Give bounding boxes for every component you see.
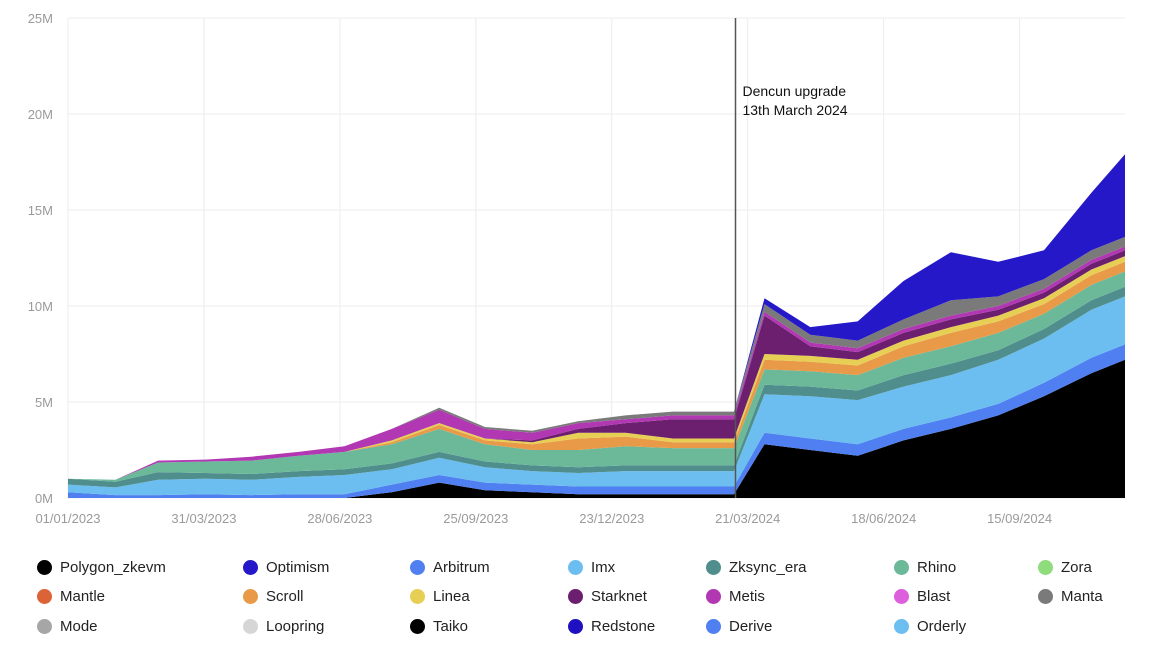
legend-swatch-icon <box>410 560 425 575</box>
legend: Polygon_zkevm Optimism Arbitrum Imx Zksync_e… <box>0 553 1153 653</box>
legend-item-polygon-zkevm[interactable]: Polygon_zkevm <box>37 559 166 576</box>
x-tick-label: 23/12/2023 <box>579 511 644 526</box>
legend-label: Mantle <box>60 588 106 605</box>
legend-label: Orderly <box>917 618 967 635</box>
legend-item-derive[interactable]: Derive <box>706 618 772 635</box>
legend-swatch-icon <box>568 619 583 634</box>
legend-label: Imx <box>591 559 616 576</box>
legend-swatch-icon <box>894 619 909 634</box>
x-tick-label: 15/09/2024 <box>987 511 1052 526</box>
x-tick-label: 18/06/2024 <box>851 511 916 526</box>
x-tick-label: 28/06/2023 <box>307 511 372 526</box>
x-axis-ticks: 01/01/2023 31/03/2023 28/06/2023 25/09/2023… <box>35 511 1052 526</box>
legend-label: Blast <box>917 588 951 605</box>
legend-item-zksync-era[interactable]: Zksync_era <box>706 559 807 576</box>
legend-label: Linea <box>433 588 470 605</box>
legend-label: Rhino <box>917 559 957 576</box>
x-tick-label: 25/09/2023 <box>443 511 508 526</box>
area-linea <box>68 256 1125 480</box>
dencun-annotation: Dencun upgrade 13th March 2024 <box>734 18 848 498</box>
area-polygon-zkevm <box>68 359 1125 498</box>
legend-item-metis[interactable]: Metis <box>706 588 765 605</box>
legend-item-manta[interactable]: Manta <box>1038 588 1103 605</box>
y-axis-ticks: 0M 5M 10M 15M 20M 25M <box>28 11 53 506</box>
legend-item-imx[interactable]: Imx <box>568 559 615 576</box>
legend-swatch-icon <box>243 560 258 575</box>
legend-label: Optimism <box>266 559 330 576</box>
legend-item-blast[interactable]: Blast <box>894 588 950 605</box>
area-imx <box>68 296 1125 496</box>
legend-item-arbitrum[interactable]: Arbitrum <box>410 559 490 576</box>
y-tick-label: 0M <box>35 491 53 506</box>
legend-item-loopring[interactable]: Loopring <box>243 618 324 635</box>
y-tick-label: 10M <box>28 299 53 314</box>
x-tick-label: 21/03/2024 <box>715 511 780 526</box>
legend-swatch-icon <box>1038 560 1053 575</box>
legend-label: Metis <box>729 588 765 605</box>
legend-swatch-icon <box>37 619 52 634</box>
y-tick-label: 20M <box>28 107 53 122</box>
legend-swatch-icon <box>37 560 52 575</box>
series-areas <box>68 154 1125 498</box>
legend-label: Arbitrum <box>433 559 490 576</box>
x-tick-label: 01/01/2023 <box>35 511 100 526</box>
y-tick-label: 25M <box>28 11 53 26</box>
legend-label: Derive <box>729 618 773 635</box>
legend-swatch-icon <box>243 589 258 604</box>
legend-label: Scroll <box>266 588 304 605</box>
legend-item-orderly[interactable]: Orderly <box>894 618 966 635</box>
y-tick-label: 5M <box>35 395 53 410</box>
legend-swatch-icon <box>894 560 909 575</box>
legend-label: Zksync_era <box>729 559 807 576</box>
legend-label: Starknet <box>591 588 647 605</box>
annotation-line-1: Dencun upgrade <box>742 83 846 99</box>
legend-swatch-icon <box>706 560 721 575</box>
legend-item-redstone[interactable]: Redstone <box>568 618 655 635</box>
legend-label: Mode <box>60 618 98 635</box>
legend-label: Manta <box>1061 588 1103 605</box>
y-tick-label: 15M <box>28 203 53 218</box>
legend-item-optimism[interactable]: Optimism <box>243 559 329 576</box>
legend-swatch-icon <box>243 619 258 634</box>
legend-swatch-icon <box>410 619 425 634</box>
legend-swatch-icon <box>37 589 52 604</box>
legend-item-mantle[interactable]: Mantle <box>37 588 105 605</box>
legend-label: Polygon_zkevm <box>60 559 166 576</box>
legend-item-zora[interactable]: Zora <box>1038 559 1092 576</box>
legend-item-scroll[interactable]: Scroll <box>243 588 304 605</box>
stacked-area-chart: Dencun upgrade 13th March 2024 0M 5M 10M 15… <box>28 11 1125 526</box>
legend-item-rhino[interactable]: Rhino <box>894 559 956 576</box>
legend-item-mode[interactable]: Mode <box>37 618 98 635</box>
legend-label: Loopring <box>266 618 325 635</box>
annotation-line-2: 13th March 2024 <box>742 102 847 118</box>
legend-swatch-icon <box>568 560 583 575</box>
legend-swatch-icon <box>706 589 721 604</box>
legend-item-linea[interactable]: Linea <box>410 588 470 605</box>
legend-swatch-icon <box>894 589 909 604</box>
legend-label: Redstone <box>591 618 656 635</box>
legend-swatch-icon <box>410 589 425 604</box>
legend-swatch-icon <box>1038 589 1053 604</box>
legend-label: Zora <box>1061 559 1092 576</box>
legend-label: Taiko <box>433 618 469 635</box>
x-tick-label: 31/03/2023 <box>171 511 236 526</box>
legend-swatch-icon <box>568 589 583 604</box>
legend-item-starknet[interactable]: Starknet <box>568 588 647 605</box>
legend-swatch-icon <box>706 619 721 634</box>
legend-item-taiko[interactable]: Taiko <box>410 618 468 635</box>
